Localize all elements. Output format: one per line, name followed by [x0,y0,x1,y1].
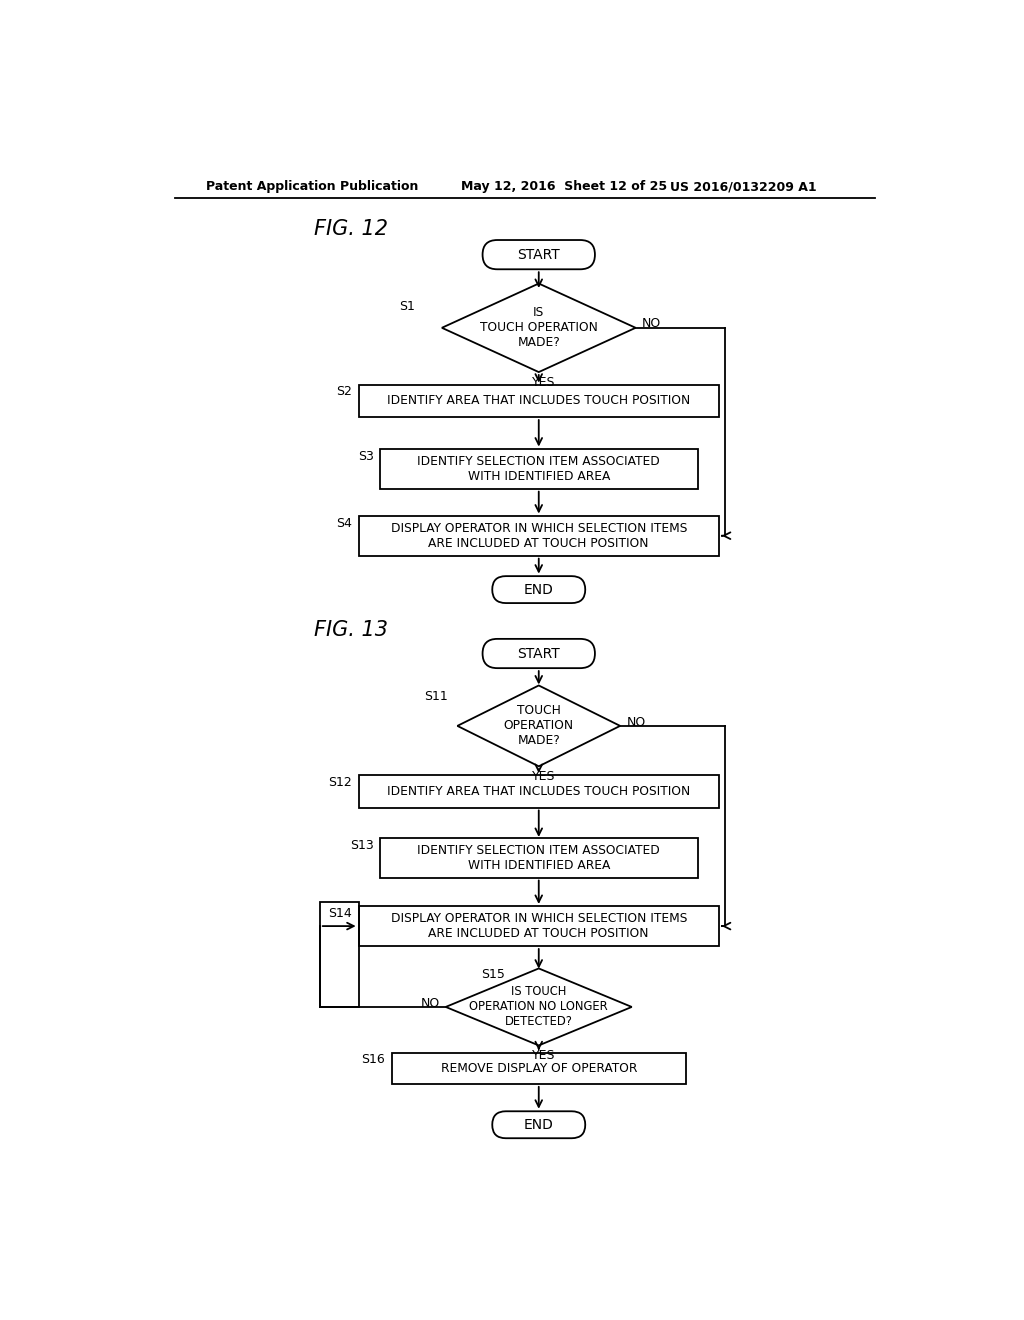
Text: IDENTIFY SELECTION ITEM ASSOCIATED
WITH IDENTIFIED AREA: IDENTIFY SELECTION ITEM ASSOCIATED WITH … [418,843,660,871]
Bar [319,903,358,1007]
Text: May 12, 2016  Sheet 12 of 25: May 12, 2016 Sheet 12 of 25 [461,181,668,194]
Text: START: START [517,647,560,660]
Bar [358,775,719,808]
Polygon shape [445,969,632,1045]
Text: END: END [524,1118,554,1131]
Text: US 2016/0132209 A1: US 2016/0132209 A1 [671,181,817,194]
Text: IDENTIFY AREA THAT INCLUDES TOUCH POSITION: IDENTIFY AREA THAT INCLUDES TOUCH POSITI… [387,785,690,797]
Text: S4: S4 [337,517,352,529]
Text: NO: NO [627,715,645,729]
Text: DISPLAY OPERATOR IN WHICH SELECTION ITEMS
ARE INCLUDED AT TOUCH POSITION: DISPLAY OPERATOR IN WHICH SELECTION ITEM… [390,521,687,549]
Text: NO: NO [420,997,439,1010]
FancyBboxPatch shape [482,240,595,269]
Polygon shape [442,284,636,372]
FancyBboxPatch shape [493,576,586,603]
Text: TOUCH
OPERATION
MADE?: TOUCH OPERATION MADE? [504,705,573,747]
Bar [358,516,719,556]
Text: S2: S2 [337,385,352,399]
FancyBboxPatch shape [493,1111,586,1138]
Text: YES: YES [531,770,555,783]
Text: FIG. 13: FIG. 13 [314,619,388,640]
Text: S12: S12 [329,776,352,788]
Text: START: START [517,248,560,261]
FancyBboxPatch shape [482,639,595,668]
Text: Patent Application Publication: Patent Application Publication [206,181,418,194]
Text: S11: S11 [424,690,449,704]
Text: YES: YES [531,1049,555,1063]
Text: END: END [524,582,554,597]
Text: DISPLAY OPERATOR IN WHICH SELECTION ITEMS
ARE INCLUDED AT TOUCH POSITION: DISPLAY OPERATOR IN WHICH SELECTION ITEM… [390,912,687,940]
Bar [358,906,719,946]
Bar [380,838,697,878]
Text: S13: S13 [350,838,374,851]
Text: YES: YES [531,376,555,388]
Polygon shape [458,685,621,767]
Bar [358,385,719,417]
Text: S1: S1 [399,300,415,313]
Text: IS TOUCH
OPERATION NO LONGER
DETECTED?: IS TOUCH OPERATION NO LONGER DETECTED? [469,986,608,1028]
Text: IS
TOUCH OPERATION
MADE?: IS TOUCH OPERATION MADE? [480,306,598,350]
Text: S3: S3 [357,450,374,463]
Text: S15: S15 [480,968,505,981]
Text: FIG. 12: FIG. 12 [314,219,388,239]
Text: REMOVE DISPLAY OF OPERATOR: REMOVE DISPLAY OF OPERATOR [440,1063,637,1074]
Text: NO: NO [642,317,662,330]
Bar [380,449,697,488]
Text: IDENTIFY SELECTION ITEM ASSOCIATED
WITH IDENTIFIED AREA: IDENTIFY SELECTION ITEM ASSOCIATED WITH … [418,454,660,483]
Text: S14: S14 [329,907,352,920]
Bar [391,1053,686,1084]
Text: IDENTIFY AREA THAT INCLUDES TOUCH POSITION: IDENTIFY AREA THAT INCLUDES TOUCH POSITI… [387,395,690,408]
Text: S16: S16 [361,1053,385,1065]
